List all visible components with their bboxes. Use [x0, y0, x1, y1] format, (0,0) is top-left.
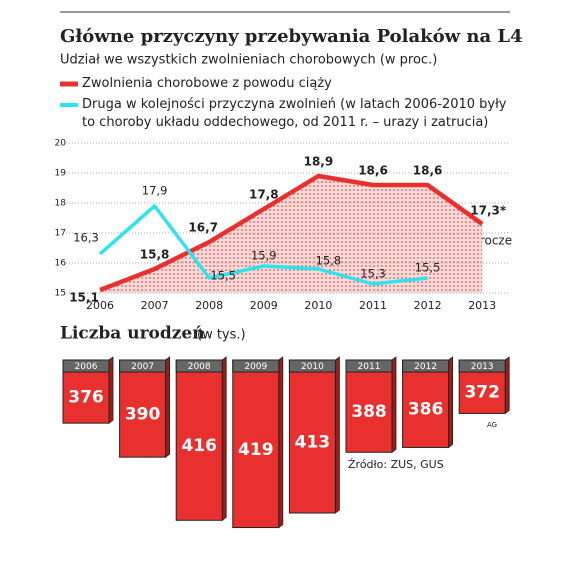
data-label: 416 [181, 436, 217, 456]
chart-title: Liczba urodzeń [60, 324, 205, 344]
x-tick-label: 2007 [141, 299, 169, 312]
data-label: 390 [125, 405, 161, 425]
line-series [98, 204, 428, 286]
x-tick-label: 2012 [414, 299, 442, 312]
x-tick-label: 2013 [471, 362, 494, 372]
bar-cap [402, 359, 450, 373]
x-tick-label: 2011 [359, 299, 387, 312]
legend-label: Druga w kolejności przyczyna zwolnień (w… [82, 97, 507, 130]
data-label: 17,9 [142, 184, 168, 198]
bar-cap [288, 359, 336, 373]
line-series [99, 173, 484, 293]
x-tick-label: 2006 [86, 299, 114, 312]
bar [288, 359, 336, 514]
data-label: 388 [351, 402, 387, 422]
y-tick-label: 19 [55, 169, 67, 179]
bar-side [221, 356, 227, 522]
data-label: 15,1 [69, 291, 99, 305]
data-label: 18,9 [304, 155, 334, 169]
data-label: 413 [295, 433, 331, 453]
bar [345, 359, 393, 453]
x-tick-label: 2013 [468, 299, 496, 312]
y-tick-label: 17 [55, 229, 66, 239]
y-tick-label: 20 [55, 139, 67, 149]
data-label: 15,8 [140, 248, 170, 262]
data-label: 15,8 [316, 254, 342, 268]
credit: AG [487, 421, 497, 429]
bar-cap [62, 359, 110, 373]
data-label: 15,9 [251, 249, 277, 263]
chart-subtitle: (w tys.) [197, 328, 246, 343]
x-tick-label: 2011 [358, 362, 381, 372]
bar-side [504, 356, 510, 415]
bar-side [165, 356, 171, 458]
y-tick-label: 16 [55, 259, 67, 269]
chart-subtitle: Udział we wszystkich zwolnieniach chorob… [60, 53, 437, 68]
bar-cap [119, 359, 167, 373]
bar [119, 359, 167, 458]
data-label: 17,3* [470, 204, 507, 218]
x-tick-label: 2010 [304, 299, 332, 312]
data-label: 16,3 [73, 231, 99, 245]
y-tick-label: 18 [55, 199, 67, 209]
bar-cap [232, 359, 280, 373]
chart-title: Główne przyczyny przebywania Polaków na … [60, 26, 523, 47]
data-label: 17,8 [249, 188, 279, 202]
data-label: 16,7 [188, 221, 218, 235]
x-tick-label: 2009 [244, 362, 267, 372]
bar-side [448, 356, 454, 449]
x-tick-label: 2006 [75, 362, 98, 372]
bar-side [391, 356, 397, 454]
data-label: 15,3 [360, 267, 386, 281]
data-label: 15,5 [415, 261, 441, 275]
data-label: 372 [464, 383, 500, 403]
bar-side [334, 356, 340, 514]
data-label: 419 [238, 440, 274, 460]
bar-cap [458, 359, 506, 373]
data-label: 386 [408, 400, 444, 420]
bar-cap [345, 359, 393, 373]
data-label: 376 [68, 388, 104, 408]
x-tick-label: 2010 [301, 362, 324, 372]
area-fill [100, 176, 483, 293]
legend-label: Zwolnienia chorobowe z powodu ciąży [82, 76, 332, 91]
x-tick-label: 2008 [188, 362, 211, 372]
bar-cap [175, 359, 223, 373]
x-tick-label: 2009 [250, 299, 278, 312]
x-tick-label: 2008 [195, 299, 223, 312]
x-tick-label: 2012 [414, 362, 437, 372]
source: Źródło: ZUS, GUS [348, 458, 444, 471]
data-label: 15,5 [210, 269, 236, 283]
x-tick-label: 2007 [131, 362, 154, 372]
y-tick-label: 15 [55, 289, 66, 299]
bar [402, 359, 450, 448]
bar-side [108, 356, 114, 424]
bar-side [278, 356, 284, 529]
data-label: 18,6 [413, 164, 443, 178]
bar [175, 359, 223, 521]
data-label: 18,6 [358, 164, 388, 178]
bar [232, 359, 280, 529]
